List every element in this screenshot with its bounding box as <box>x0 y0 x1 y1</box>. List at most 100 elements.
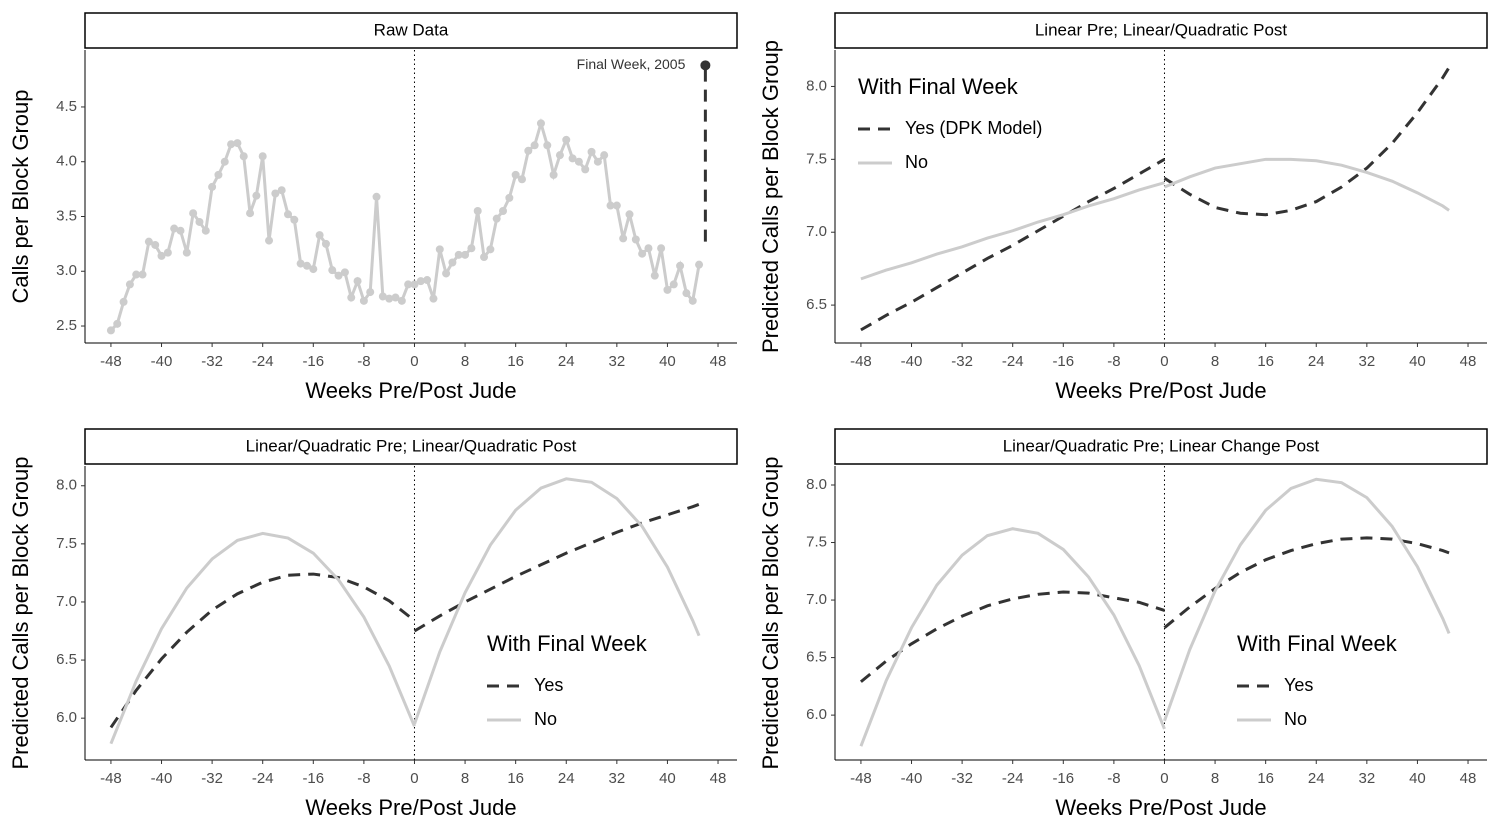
data-point <box>688 296 697 305</box>
x-tick-label: 0 <box>410 770 418 787</box>
x-tick-label: 16 <box>1257 353 1274 370</box>
data-point <box>574 157 583 166</box>
data-point <box>353 277 362 286</box>
y-tick-label: 7.5 <box>806 150 827 167</box>
data-point <box>587 147 596 156</box>
legend-title: With Final Week <box>487 631 648 656</box>
y-axis-title: Predicted Calls per Block Group <box>758 456 783 769</box>
y-tick-label: 7.5 <box>56 535 77 552</box>
data-point <box>359 296 368 305</box>
data-point <box>650 271 659 280</box>
data-point <box>524 146 533 155</box>
data-point <box>416 277 425 286</box>
x-tick-label: -48 <box>850 770 872 787</box>
data-point <box>309 265 318 274</box>
data-point <box>296 259 305 268</box>
data-point <box>562 135 571 144</box>
x-tick-label: -32 <box>951 770 973 787</box>
y-tick-label: 7.0 <box>56 593 77 610</box>
data-point <box>543 141 552 150</box>
x-tick-label: 24 <box>1308 353 1325 370</box>
data-point <box>328 266 337 275</box>
data-point <box>480 253 489 262</box>
legend-title: With Final Week <box>858 74 1019 99</box>
data-point <box>265 236 274 245</box>
legend-label: Yes <box>1284 675 1313 695</box>
y-tick-label: 7.0 <box>806 223 827 240</box>
data-point <box>435 245 444 254</box>
data-point <box>227 140 236 149</box>
data-point <box>125 280 134 289</box>
data-point <box>321 239 330 248</box>
y-tick-label: 6.5 <box>806 296 827 313</box>
data-point <box>277 186 286 195</box>
data-point <box>442 269 451 278</box>
x-tick-label: 48 <box>1460 770 1477 787</box>
data-point <box>182 248 191 257</box>
y-tick-label: 6.0 <box>56 709 77 726</box>
strip-box <box>84 428 738 465</box>
legend-label: No <box>1284 709 1307 729</box>
series-line <box>859 536 1450 683</box>
x-tick-label: -40 <box>901 353 923 370</box>
legend-label: No <box>534 709 557 729</box>
x-tick-label: -16 <box>1052 353 1074 370</box>
data-point <box>530 141 539 150</box>
y-tick-label: 2.5 <box>56 317 77 334</box>
y-tick-label: 8.0 <box>56 477 77 494</box>
x-tick-label: 40 <box>659 353 676 370</box>
x-tick-label: 0 <box>1160 353 1168 370</box>
data-point <box>612 201 621 210</box>
x-tick-label: -8 <box>357 353 370 370</box>
data-point <box>385 294 394 303</box>
data-point <box>492 214 501 223</box>
data-point <box>429 294 438 303</box>
series-line <box>109 117 701 332</box>
x-tick-label: 32 <box>1359 353 1376 370</box>
x-tick-label: 16 <box>507 770 524 787</box>
data-point <box>195 217 204 226</box>
data-point <box>448 258 457 267</box>
x-tick-label: -16 <box>1052 770 1074 787</box>
x-tick-label: -32 <box>201 770 223 787</box>
x-tick-label: -40 <box>901 770 923 787</box>
legend-title: With Final Week <box>1237 631 1398 656</box>
x-tick-label: 40 <box>1409 770 1426 787</box>
data-point <box>657 244 666 253</box>
data-point <box>499 207 508 216</box>
x-axis-title: Weeks Pre/Post Jude <box>305 378 516 403</box>
legend-label: Yes (DPK Model) <box>905 118 1042 138</box>
data-point <box>555 151 564 160</box>
x-tick-label: 48 <box>710 353 727 370</box>
data-point <box>163 248 172 257</box>
legend-label: Yes <box>534 675 563 695</box>
annotation: Final Week, 2005 <box>577 56 686 72</box>
data-point <box>366 288 375 297</box>
series-line <box>109 502 700 729</box>
x-axis-title: Weeks Pre/Post Jude <box>1055 795 1266 820</box>
y-axis-title: Predicted Calls per Block Group <box>8 456 33 769</box>
x-tick-label: -40 <box>151 353 173 370</box>
data-point <box>157 251 166 260</box>
x-tick-label: 0 <box>1160 770 1168 787</box>
y-tick-label: 8.0 <box>806 77 827 94</box>
data-point <box>106 326 115 335</box>
y-tick-label: 7.5 <box>806 533 827 550</box>
strip-label: Raw Data <box>374 20 449 39</box>
data-point <box>208 182 217 191</box>
data-point <box>334 271 343 280</box>
data-point <box>454 250 463 259</box>
data-point <box>271 189 280 198</box>
x-tick-label: 24 <box>1308 770 1325 787</box>
x-tick-label: 32 <box>1359 770 1376 787</box>
x-tick-label: 24 <box>558 353 575 370</box>
x-tick-label: 8 <box>461 770 469 787</box>
data-point <box>423 276 432 285</box>
data-point <box>606 201 615 210</box>
highlight-point <box>700 60 711 71</box>
strip-box <box>84 12 738 49</box>
x-tick-label: 16 <box>507 353 524 370</box>
data-point <box>467 244 476 253</box>
data-point <box>505 193 514 202</box>
